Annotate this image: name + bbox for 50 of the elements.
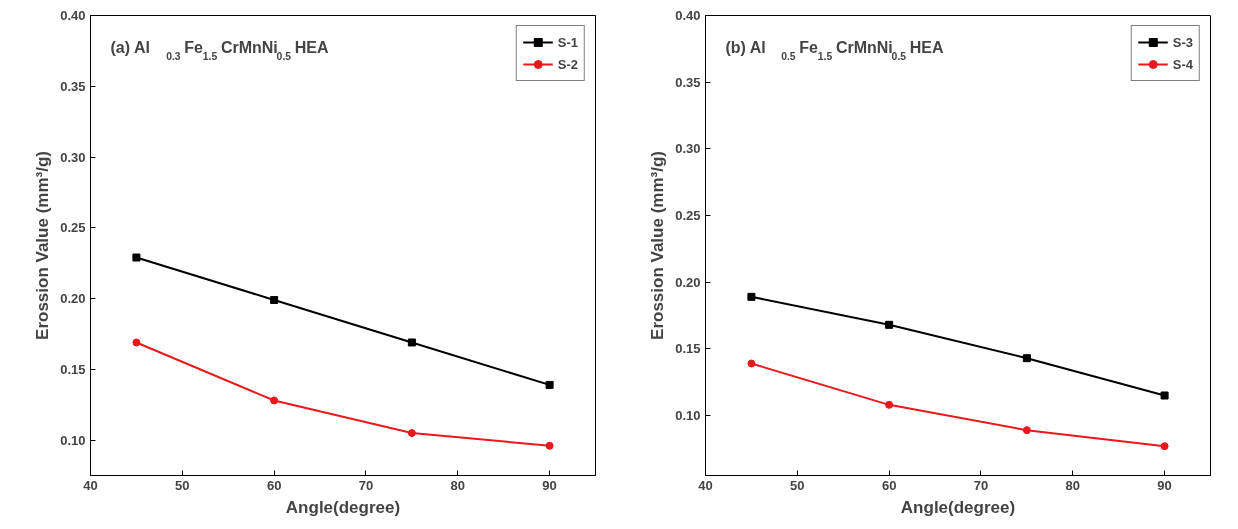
y-axis-title: Erossion Value (mm³/g) [33,151,53,340]
x-tick-label: 80 [450,477,466,493]
point [1022,354,1031,363]
point [1160,391,1169,400]
point [1160,442,1169,451]
x-tick-label: 70 [358,477,374,493]
y-axis-title: Erossion Value (mm³/g) [648,151,668,340]
point [885,320,894,329]
point [270,396,279,405]
x-tick-label: 60 [881,477,897,493]
x-tick-label: 60 [266,477,282,493]
point [270,295,279,304]
x-tick-label: 70 [973,477,989,493]
point [747,292,756,301]
y-tick-label: 0.15 [675,341,701,357]
x-tick-label: 40 [698,477,713,493]
legend-label: S-3 [1172,34,1193,50]
x-tick-label: 80 [1065,477,1081,493]
y-tick-label: 0.40 [60,8,86,23]
y-tick-label: 0.25 [675,208,701,223]
point [407,338,416,347]
point [545,441,554,450]
y-tick-label: 0.20 [60,291,86,307]
legend-label: S-2 [557,56,578,72]
point [747,359,756,368]
y-tick-label: 0.30 [675,141,701,157]
point [407,429,416,438]
y-tick-label: 0.30 [60,149,86,165]
y-tick-label: 0.10 [60,432,86,448]
point [132,338,141,347]
y-tick-label: 0.10 [675,408,701,423]
x-tick-label: 40 [83,477,98,493]
y-tick-label: 0.35 [675,74,701,90]
x-tick-label: 90 [1157,477,1172,493]
y-tick-label: 0.25 [60,220,86,236]
legend-label: S-1 [557,34,578,50]
x-tick-label: 50 [790,477,805,493]
y-tick-label: 0.15 [60,361,86,377]
legend-label: S-4 [1172,56,1193,72]
y-tick-label: 0.35 [60,78,86,94]
x-tick-label: 50 [175,477,190,493]
point [545,380,554,389]
x-tick-label: 90 [542,477,557,493]
point [132,253,141,262]
x-axis-title: Angle(degree) [285,497,401,517]
y-tick-label: 0.40 [675,8,701,23]
y-tick-label: 0.20 [675,274,701,290]
x-axis-title: Angle(degree) [900,497,1016,517]
point [1022,426,1031,435]
point [885,400,894,409]
